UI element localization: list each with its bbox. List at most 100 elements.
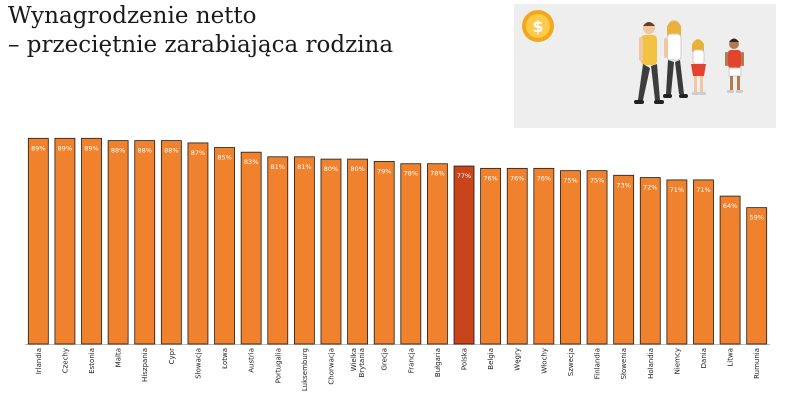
data-label: 80% <box>324 165 338 173</box>
data-label: 71% <box>696 186 710 194</box>
x-tick-label-line: Rumunia <box>753 348 761 379</box>
bar <box>400 163 422 345</box>
bar <box>453 165 475 345</box>
data-label: 83% <box>244 158 258 166</box>
data-label: 64% <box>723 202 737 210</box>
x-tick-label: Litwa <box>727 348 735 367</box>
x-tick-label-line: Malta <box>115 348 123 367</box>
x-tick-label: Luksemburg <box>301 348 309 391</box>
bar <box>187 142 209 345</box>
data-label: 77% <box>457 172 471 180</box>
data-label: 73% <box>616 181 630 189</box>
x-tick-label: Austria <box>248 348 256 373</box>
x-tick-label-line: Łotwa <box>221 348 229 370</box>
x-tick-label: Chorwacja <box>327 348 335 385</box>
man-figure <box>634 22 664 104</box>
girl-figure <box>691 39 706 95</box>
x-tick-label: Wielka Brytania <box>350 348 366 378</box>
x-tick-label: Polska <box>461 348 469 370</box>
title-line-1: Wynagrodzenie netto <box>8 3 257 29</box>
x-tick-label-line: Finlandia <box>594 348 602 379</box>
data-label: 75% <box>590 177 604 185</box>
bar <box>506 167 528 345</box>
data-label: 79% <box>377 167 391 175</box>
x-tick-label: Malta <box>115 348 123 367</box>
x-tick-label-line: Brytania <box>358 348 366 378</box>
data-label: 89% <box>84 144 98 152</box>
bar <box>267 156 289 345</box>
data-label: 88% <box>164 147 178 155</box>
svg-text:$: $ <box>532 17 543 36</box>
bar <box>134 140 156 345</box>
x-tick-label-line: Bułgaria <box>434 348 442 377</box>
x-tick-label: Grecja <box>381 348 389 371</box>
bar <box>533 167 555 345</box>
bar <box>719 195 741 345</box>
x-tick-label-line: Estonia <box>88 348 96 374</box>
x-tick-label-line: Grecja <box>381 348 389 371</box>
x-tick-label: Finlandia <box>594 348 602 379</box>
bar <box>613 174 635 345</box>
bar <box>746 207 768 345</box>
x-tick-label-line: Węgry <box>514 348 522 371</box>
data-label: 76% <box>537 174 551 182</box>
bar <box>81 137 102 345</box>
x-tick-label-line: Czechy <box>61 348 69 373</box>
x-tick-label-line: Cypr <box>168 348 176 364</box>
data-label: 72% <box>643 184 657 192</box>
x-tick-label: Szwecja <box>567 348 575 376</box>
x-tick-label-line: Szwecja <box>567 348 575 376</box>
x-tick-label: Estonia <box>88 348 96 374</box>
x-tick-label-line: Polska <box>461 348 469 370</box>
dollar-coin-icon: $ <box>522 10 554 42</box>
x-tick-label-line: Irlandia <box>35 348 43 374</box>
x-tick-label: Łotwa <box>221 348 229 370</box>
x-tick-label-line: Dania <box>700 348 708 368</box>
bar <box>693 179 714 345</box>
bar <box>107 140 129 345</box>
data-label: 89% <box>58 144 72 152</box>
x-tick-label-line: Słowacja <box>194 348 202 379</box>
x-tick-label: Holandia <box>647 348 655 379</box>
x-tick-label: Irlandia <box>35 348 43 374</box>
x-tick-label: Rumunia <box>753 348 761 379</box>
data-label: 76% <box>483 174 497 182</box>
x-tick-label-line: Holandia <box>647 348 655 379</box>
x-tick-label: Dania <box>700 348 708 368</box>
data-label: 85% <box>217 154 231 162</box>
x-tick-label-line: Włochy <box>540 348 548 374</box>
bar <box>54 137 76 345</box>
x-tick-label-line: Belgia <box>487 348 495 370</box>
boy-figure <box>725 38 744 93</box>
woman-figure <box>663 20 688 98</box>
data-label: 88% <box>138 147 152 155</box>
bar <box>480 167 502 345</box>
x-tick-label-line: Hiszpania <box>141 348 149 382</box>
x-tick-label: Włochy <box>540 348 548 374</box>
data-label: 87% <box>191 149 205 157</box>
data-label: 80% <box>350 165 364 173</box>
x-tick-label: Bułgaria <box>434 348 442 377</box>
x-tick-label: Belgia <box>487 348 495 370</box>
family-illustration-panel: $ <box>514 4 776 128</box>
bar <box>666 179 688 345</box>
bar <box>214 147 235 345</box>
x-tick-label: Słowacja <box>194 348 202 379</box>
x-tick-label: Słowenia <box>620 348 628 379</box>
bar <box>27 137 49 345</box>
bar <box>586 170 608 345</box>
bar <box>427 163 448 345</box>
x-tick-label: Portugalia <box>274 348 282 383</box>
x-tick-label-line: Litwa <box>727 348 735 367</box>
x-tick-label-line: Luksemburg <box>301 348 309 391</box>
data-label: 81% <box>297 163 311 171</box>
data-label: 81% <box>271 163 285 171</box>
bar <box>639 177 661 345</box>
title-line-2: – przeciętnie zarabiająca rodzina <box>8 32 394 58</box>
bar <box>320 158 342 345</box>
x-tick-label: Czechy <box>61 348 69 373</box>
x-tick-label-line: Austria <box>248 348 256 373</box>
x-tick-label: Francja <box>407 348 415 373</box>
x-tick-label: Cypr <box>168 348 176 364</box>
bar <box>293 156 315 345</box>
